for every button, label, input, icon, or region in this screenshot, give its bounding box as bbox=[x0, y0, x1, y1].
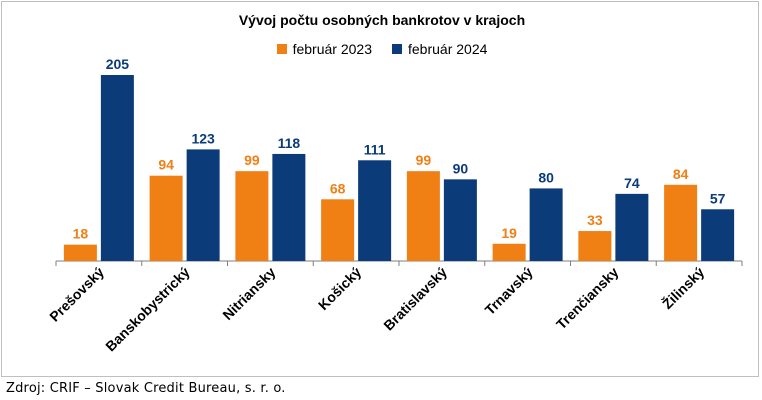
data-label-2024: 90 bbox=[453, 160, 469, 176]
x-tick-label: Košický bbox=[315, 264, 364, 313]
x-tick-label: Trnavský bbox=[481, 264, 535, 318]
legend-swatch-2024 bbox=[392, 44, 402, 54]
bar-2023 bbox=[664, 184, 698, 261]
x-tick-label: Žilinský bbox=[658, 263, 707, 312]
legend-swatch-2023 bbox=[276, 44, 287, 54]
bar-2023 bbox=[578, 231, 612, 261]
bar-2024 bbox=[701, 209, 735, 261]
data-label-2023: 84 bbox=[673, 166, 689, 182]
bar-2023 bbox=[63, 244, 97, 261]
data-label-2024: 118 bbox=[278, 135, 301, 151]
x-tick-label: Banskobystrický bbox=[102, 264, 193, 355]
bar-2024 bbox=[529, 188, 563, 261]
bar-2024 bbox=[615, 193, 649, 261]
legend-item-2024: február 2024 bbox=[392, 41, 487, 57]
x-tick-label: Bratislavský bbox=[380, 264, 450, 334]
data-label-2023: 68 bbox=[330, 180, 346, 196]
x-tick-label: Prešovský bbox=[46, 264, 107, 325]
bar-2023 bbox=[235, 171, 269, 261]
data-label-2024: 57 bbox=[710, 190, 726, 206]
bar-2024 bbox=[358, 160, 392, 261]
data-label-2023: 19 bbox=[501, 225, 517, 241]
data-label-2024: 205 bbox=[106, 56, 130, 72]
data-label-2023: 33 bbox=[587, 212, 603, 228]
bar-2023 bbox=[406, 171, 440, 261]
chart-frame: Vývoj počtu osobných bankrotov v krajoch… bbox=[1, 1, 759, 377]
bar-2023 bbox=[321, 199, 355, 261]
data-label-2023: 18 bbox=[73, 226, 89, 242]
bar-2024 bbox=[272, 153, 306, 261]
bar-2023 bbox=[492, 243, 526, 261]
x-tick-label: Trenčiansky bbox=[553, 264, 622, 333]
data-label-2024: 80 bbox=[538, 169, 554, 185]
bar-2024 bbox=[443, 179, 477, 261]
bar-2024 bbox=[100, 75, 134, 261]
legend-label-2024: február 2024 bbox=[408, 41, 488, 57]
bar-2024 bbox=[186, 149, 220, 261]
data-label-2023: 94 bbox=[158, 157, 174, 173]
legend: február 2023 február 2024 bbox=[2, 41, 762, 57]
data-label-2023: 99 bbox=[416, 152, 432, 168]
data-label-2024: 111 bbox=[364, 141, 386, 157]
source-note: Zdroj: CRIF – Slovak Credit Bureau, s. r… bbox=[6, 381, 286, 396]
data-label-2024: 74 bbox=[624, 175, 640, 191]
chart-title: Vývoj počtu osobných bankrotov v krajoch bbox=[238, 12, 526, 28]
legend-item-2023: február 2023 bbox=[276, 41, 372, 57]
data-label-2023: 99 bbox=[244, 152, 260, 168]
x-tick-label: Nitriansky bbox=[219, 264, 278, 323]
bar-2023 bbox=[149, 175, 183, 261]
legend-label-2023: február 2023 bbox=[292, 41, 372, 57]
plot-area: 18 205 Prešovský 94 123 Banskobystrický 99 118 N… bbox=[46, 56, 743, 355]
data-label-2024: 123 bbox=[191, 130, 215, 146]
